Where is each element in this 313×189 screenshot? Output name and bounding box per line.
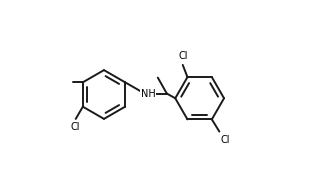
Text: Cl: Cl bbox=[178, 51, 187, 61]
Text: Cl: Cl bbox=[220, 135, 230, 145]
Text: NH: NH bbox=[141, 89, 156, 98]
Text: Cl: Cl bbox=[70, 122, 80, 132]
